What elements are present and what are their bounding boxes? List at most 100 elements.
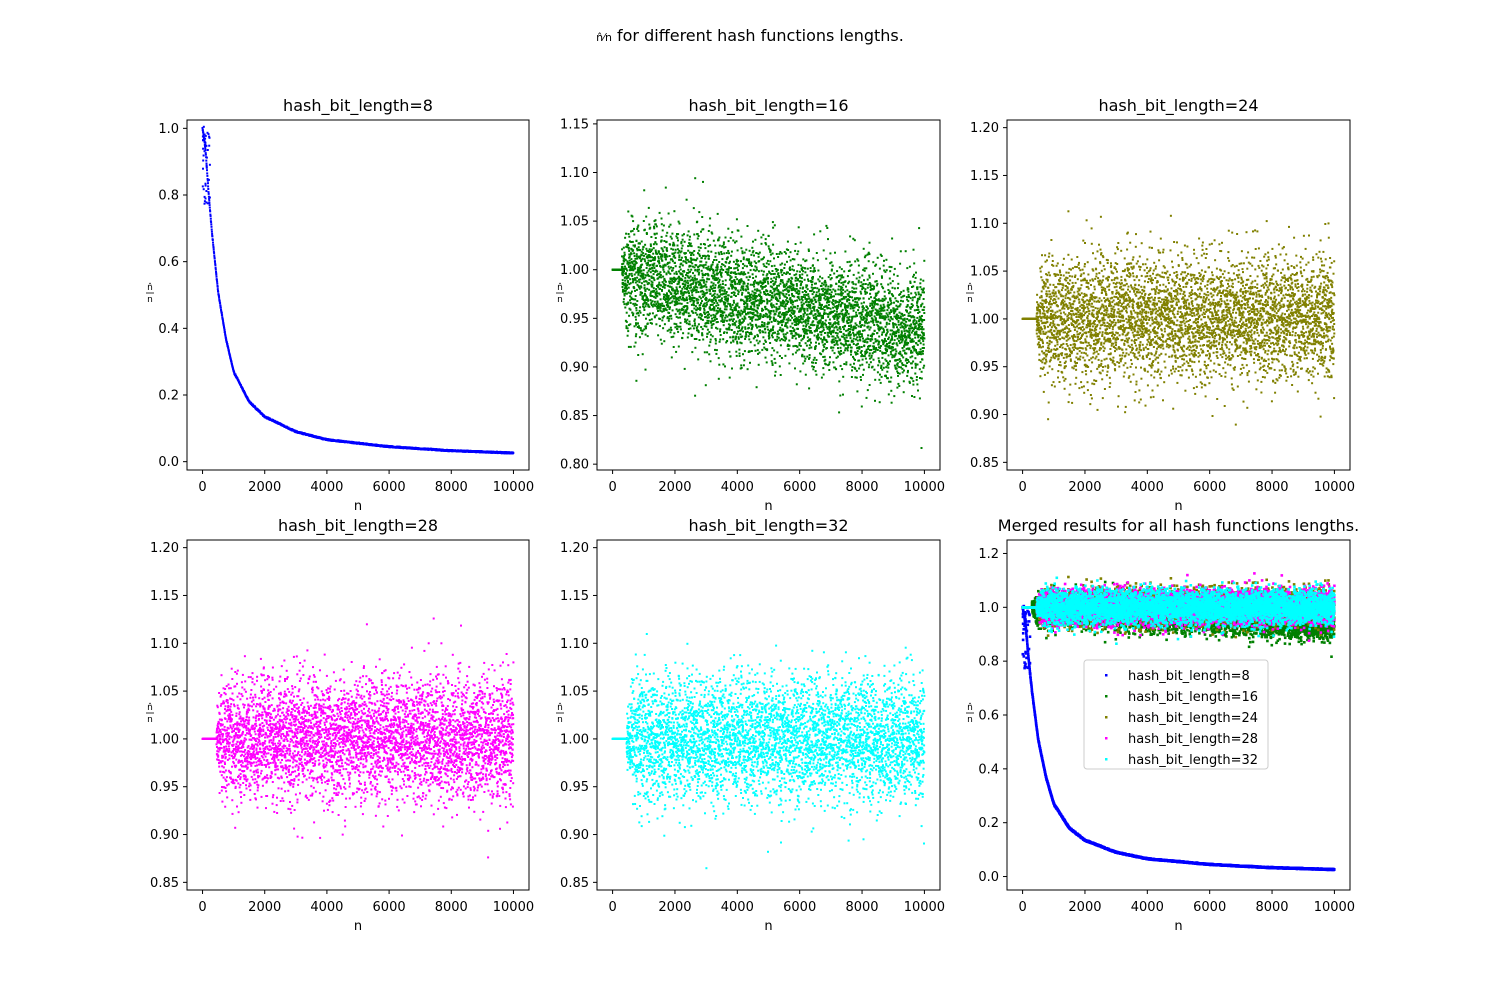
- series-points: [201, 125, 515, 455]
- scatter-point: [807, 303, 810, 306]
- scatter-point: [715, 352, 718, 355]
- scatter-point: [710, 268, 713, 271]
- scatter-point: [656, 292, 659, 295]
- scatter-point: [642, 305, 644, 308]
- scatter-point: [819, 275, 821, 278]
- scatter-point: [804, 331, 807, 334]
- scatter-point: [656, 270, 659, 273]
- scatter-point: [709, 268, 712, 271]
- scatter-point: [790, 285, 793, 288]
- scatter-point: [780, 302, 783, 305]
- scatter-point: [647, 269, 650, 272]
- scatter-point: [663, 246, 666, 249]
- scatter-point: [741, 267, 744, 270]
- scatter-point: [809, 304, 812, 307]
- scatter-point: [823, 345, 826, 348]
- scatter-point: [653, 227, 656, 230]
- scatter-point: [798, 348, 801, 351]
- scatter-point: [683, 233, 685, 236]
- scatter-point: [215, 279, 218, 282]
- scatter-point: [668, 289, 670, 292]
- scatter-point: [688, 238, 691, 241]
- scatter-point: [666, 301, 669, 303]
- scatter-point: [696, 237, 699, 240]
- scatter-point: [705, 280, 708, 283]
- scatter-point: [801, 280, 803, 283]
- scatter-point: [812, 361, 815, 364]
- scatter-point: [214, 264, 217, 267]
- scatter-point: [777, 336, 780, 339]
- scatter-point: [707, 274, 710, 277]
- scatter-point: [757, 352, 759, 355]
- scatter-point: [776, 351, 779, 354]
- scatter-point: [201, 127, 204, 129]
- scatter-point: [208, 196, 211, 199]
- scatter-point: [819, 321, 822, 324]
- x-tick-label: 6000: [373, 480, 406, 495]
- scatter-point: [634, 281, 637, 284]
- scatter-point: [745, 289, 748, 292]
- scatter-point: [652, 273, 655, 276]
- scatter-point: [718, 284, 720, 287]
- scatter-point: [703, 325, 706, 328]
- scatter-point: [742, 287, 745, 290]
- scatter-point: [762, 263, 765, 266]
- scatter-point: [679, 311, 682, 314]
- scatter-point: [709, 307, 711, 310]
- scatter-point: [640, 260, 643, 263]
- scatter-point: [706, 316, 709, 319]
- scatter-point: [742, 311, 745, 314]
- scatter-point: [665, 247, 668, 250]
- scatter-point: [695, 309, 698, 312]
- scatter-point: [821, 350, 824, 353]
- scatter-point: [730, 295, 733, 298]
- scatter-point: [736, 249, 739, 252]
- scatter-point: [766, 299, 769, 302]
- scatter-point: [745, 295, 748, 298]
- scatter-point: [206, 149, 209, 151]
- scatter-point: [653, 225, 655, 228]
- scatter-point: [811, 288, 814, 291]
- scatter-point: [822, 315, 824, 317]
- scatter-point: [635, 255, 638, 258]
- scatter-point: [809, 307, 812, 310]
- scatter-point: [749, 322, 752, 325]
- scatter-point: [775, 297, 778, 300]
- scatter-point: [801, 318, 804, 321]
- scatter-point: [746, 265, 748, 268]
- scatter-point: [795, 284, 798, 287]
- scatter-point: [820, 333, 823, 336]
- scatter-point: [790, 330, 793, 333]
- scatter-point: [732, 318, 735, 321]
- scatter-point: [774, 287, 777, 290]
- scatter-point: [661, 259, 664, 262]
- scatter-point: [632, 269, 635, 272]
- scatter-point: [667, 294, 670, 297]
- scatter-point: [223, 329, 226, 331]
- scatter-point: [699, 313, 702, 315]
- scatter-point: [682, 297, 685, 300]
- scatter-point: [713, 302, 716, 304]
- scatter-point: [771, 334, 773, 337]
- scatter-point: [206, 174, 209, 177]
- scatter-point: [735, 354, 738, 357]
- scatter-point: [725, 268, 728, 271]
- scatter-point: [699, 243, 702, 246]
- scatter-point: [753, 344, 756, 347]
- scatter-point: [795, 273, 798, 276]
- scatter-point: [202, 139, 204, 142]
- scatter-point: [689, 242, 692, 245]
- scatter-point: [677, 233, 680, 236]
- scatter-point: [782, 293, 785, 296]
- scatter-point: [624, 279, 627, 282]
- scatter-point: [734, 324, 737, 327]
- scatter-point: [642, 295, 645, 298]
- scatter-point: [707, 311, 710, 313]
- scatter-point: [766, 298, 768, 301]
- scatter-point: [701, 272, 704, 275]
- scatter-point: [204, 141, 207, 144]
- scatter-point: [800, 297, 803, 300]
- scatter-point: [689, 314, 692, 317]
- scatter-point: [623, 260, 626, 263]
- scatter-point: [819, 296, 822, 298]
